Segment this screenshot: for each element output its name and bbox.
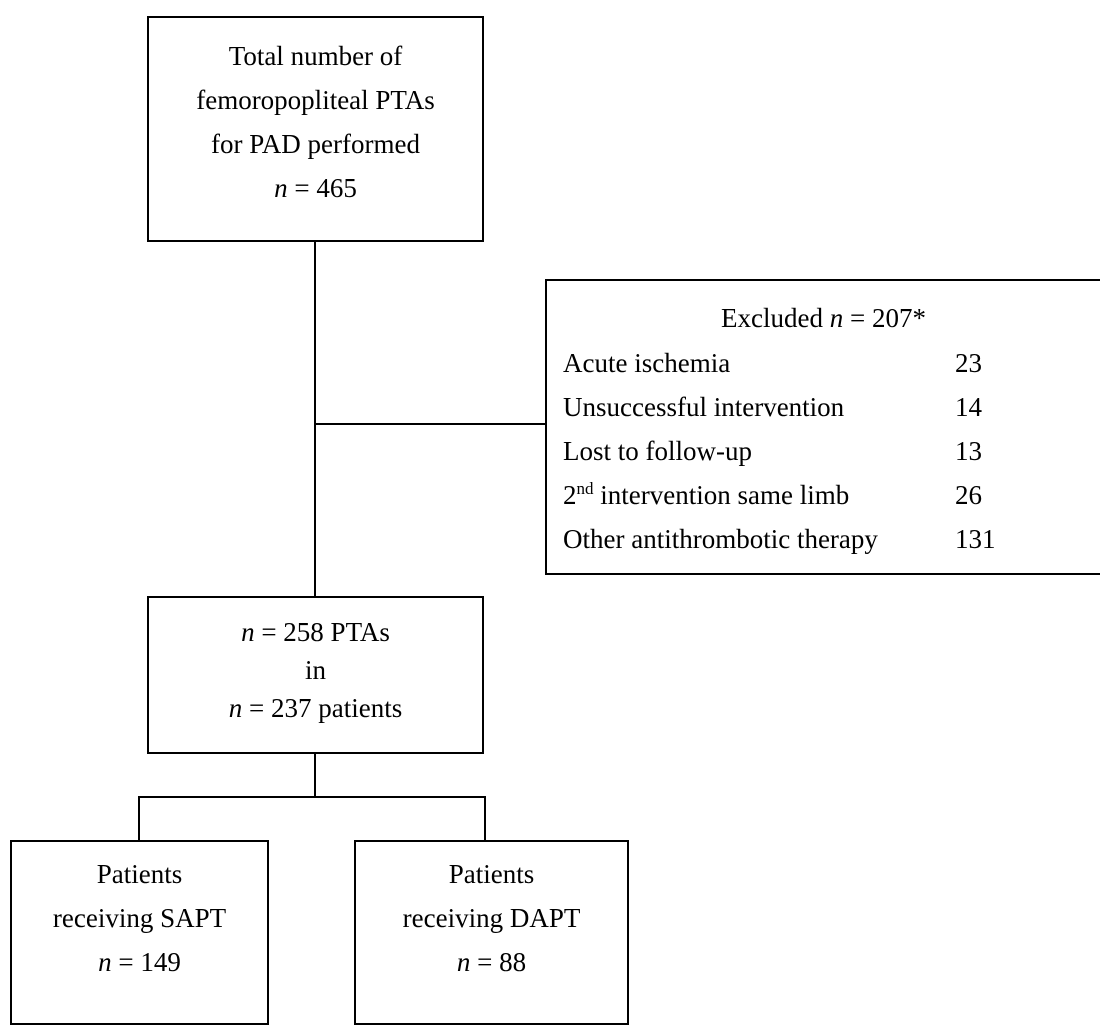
connector-to-dapt xyxy=(484,796,486,842)
excluded-item-count: 13 xyxy=(955,436,982,466)
included-ptas-line2: in xyxy=(304,655,326,685)
excluded-item-count: 14 xyxy=(955,392,982,422)
excluded-title: Excluded n = 207* xyxy=(721,303,926,333)
excluded-item-label: Lost to follow-up xyxy=(563,436,752,466)
excluded-item-count: 131 xyxy=(955,524,996,554)
connector-middle-down xyxy=(314,752,316,798)
dapt-box: Patients receiving DAPT n = 88 xyxy=(354,840,629,1025)
excluded-item-count: 23 xyxy=(955,348,982,378)
included-ptas-line3: n = 237 patients xyxy=(228,693,403,723)
sapt-line2: receiving SAPT xyxy=(52,903,227,933)
connector-to-sapt xyxy=(138,796,140,842)
excluded-item-count: 26 xyxy=(955,480,982,510)
total-ptas-line1: Total number of xyxy=(228,41,403,71)
excluded-box: Excluded n = 207* Acute ischemia 23 Unsu… xyxy=(545,279,1100,575)
excluded-item-label: Other antithrombotic therapy xyxy=(563,524,878,554)
total-ptas-line2: femoropopliteal PTAs xyxy=(196,85,435,115)
total-ptas-box: Total number of femoropopliteal PTAs for… xyxy=(147,16,484,242)
connector-split-horizontal xyxy=(138,796,486,798)
total-ptas-count: n = 465 xyxy=(274,173,357,203)
total-ptas-line3: for PAD performed xyxy=(211,129,420,159)
sapt-line1: Patients xyxy=(96,859,183,889)
excluded-item-label: 2nd intervention same limb xyxy=(563,479,850,510)
sapt-count: n = 149 xyxy=(98,947,181,977)
connector-top-to-middle xyxy=(314,240,316,598)
included-ptas-box: n = 258 PTAs in n = 237 patients xyxy=(147,596,484,754)
excluded-item-label: Unsuccessful intervention xyxy=(563,392,845,422)
included-ptas-line1: n = 258 PTAs xyxy=(241,617,390,647)
connector-to-excluded xyxy=(315,423,546,425)
sapt-box: Patients receiving SAPT n = 149 xyxy=(10,840,269,1025)
dapt-line1: Patients xyxy=(448,859,535,889)
excluded-item-label: Acute ischemia xyxy=(563,348,731,378)
dapt-line2: receiving DAPT xyxy=(402,903,581,933)
dapt-count: n = 88 xyxy=(456,947,527,977)
